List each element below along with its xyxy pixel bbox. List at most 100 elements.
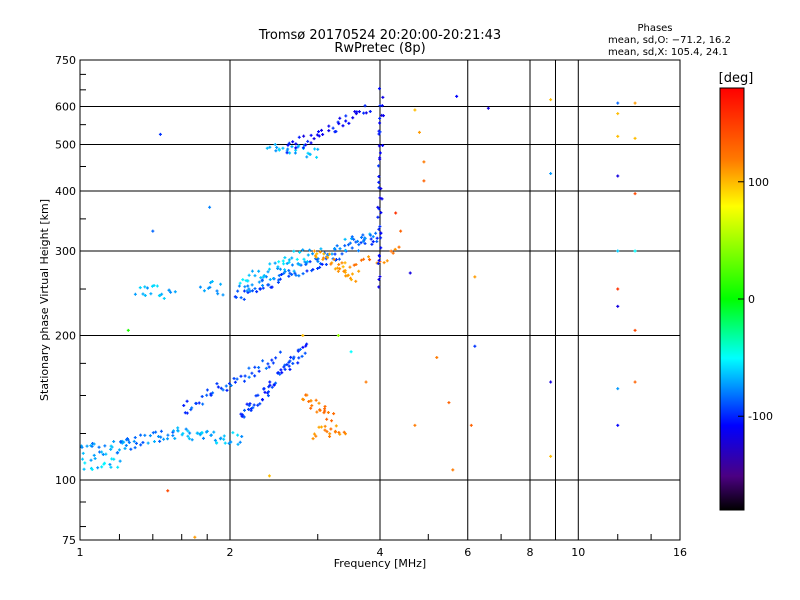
data-point <box>616 423 620 427</box>
data-point <box>270 358 274 362</box>
data-point <box>367 255 371 259</box>
data-point <box>251 289 255 293</box>
data-point <box>109 444 113 448</box>
data-point <box>377 277 381 281</box>
data-point <box>381 95 385 99</box>
data-point <box>267 283 271 287</box>
y-tick-label: 400 <box>55 185 76 198</box>
data-point <box>296 145 300 149</box>
data-point <box>305 155 309 159</box>
data-point <box>312 137 316 141</box>
data-point <box>549 380 553 384</box>
data-point <box>138 286 142 290</box>
data-point <box>633 136 637 140</box>
data-point <box>189 408 193 412</box>
data-point <box>112 440 116 444</box>
data-point <box>332 257 336 261</box>
data-point <box>216 292 220 296</box>
data-point <box>363 104 367 108</box>
data-point <box>119 439 123 443</box>
data-point <box>322 252 326 256</box>
data-point <box>379 231 383 235</box>
y-tick-label: 600 <box>55 101 76 114</box>
y-tick-label: 200 <box>55 330 76 343</box>
data-point <box>188 431 192 435</box>
data-point <box>417 130 421 134</box>
data-point <box>103 444 107 448</box>
data-point <box>363 242 367 246</box>
data-point <box>306 139 310 143</box>
data-point <box>268 278 272 282</box>
y-tick-label: 750 <box>55 54 76 67</box>
data-point <box>357 243 361 247</box>
data-point <box>117 448 121 452</box>
data-point <box>109 465 113 469</box>
data-point <box>287 364 291 368</box>
data-point <box>350 237 354 241</box>
data-point <box>368 258 372 262</box>
data-point <box>616 387 620 391</box>
data-point <box>253 374 257 378</box>
data-point <box>257 280 261 284</box>
data-point <box>277 148 281 152</box>
data-point <box>331 126 335 130</box>
data-point <box>208 285 212 289</box>
data-point <box>270 385 274 389</box>
data-point <box>197 401 201 405</box>
data-point <box>377 180 381 184</box>
data-point <box>205 388 209 392</box>
data-point <box>118 459 122 463</box>
data-point <box>93 457 97 461</box>
data-point <box>337 122 341 126</box>
y-tick-label: 300 <box>55 245 76 258</box>
data-point <box>104 452 108 456</box>
data-point <box>323 407 327 411</box>
data-point <box>616 101 620 105</box>
data-point <box>399 229 403 233</box>
data-point <box>273 261 277 265</box>
data-point <box>271 361 275 365</box>
data-point <box>309 141 313 145</box>
data-point <box>393 247 397 251</box>
data-point <box>229 384 233 388</box>
data-point <box>549 172 553 176</box>
data-point <box>315 133 319 137</box>
data-point <box>389 249 393 253</box>
data-point <box>292 269 296 273</box>
data-point <box>293 271 297 275</box>
grid-lines <box>80 60 680 540</box>
data-point <box>253 365 257 369</box>
data-point <box>364 111 368 115</box>
data-point <box>151 229 155 233</box>
data-point <box>116 465 120 469</box>
data-point <box>281 146 285 150</box>
data-point <box>357 269 361 273</box>
data-point <box>469 423 473 427</box>
data-point <box>157 294 161 298</box>
data-point <box>359 235 363 239</box>
data-point <box>239 296 243 300</box>
y-tick-label: 100 <box>55 474 76 487</box>
data-point <box>348 265 352 269</box>
data-point <box>239 412 243 416</box>
data-point <box>301 334 305 338</box>
data-point <box>221 293 225 297</box>
data-point <box>212 430 216 434</box>
data-point <box>85 444 89 448</box>
data-point <box>274 149 278 153</box>
stats-line-o: mean, sd,O: −71.2, 16.2 <box>608 35 731 46</box>
data-point <box>278 372 282 376</box>
data-point <box>378 151 382 155</box>
data-point <box>247 273 251 277</box>
data-point <box>356 239 360 243</box>
data-point <box>253 287 257 291</box>
data-point <box>290 273 294 277</box>
data-point <box>209 281 213 285</box>
data-point <box>267 390 271 394</box>
data-point <box>243 374 247 378</box>
data-point <box>343 432 347 436</box>
data-point <box>363 236 367 240</box>
data-point <box>376 262 380 266</box>
data-point <box>149 292 153 296</box>
data-point <box>285 261 289 265</box>
